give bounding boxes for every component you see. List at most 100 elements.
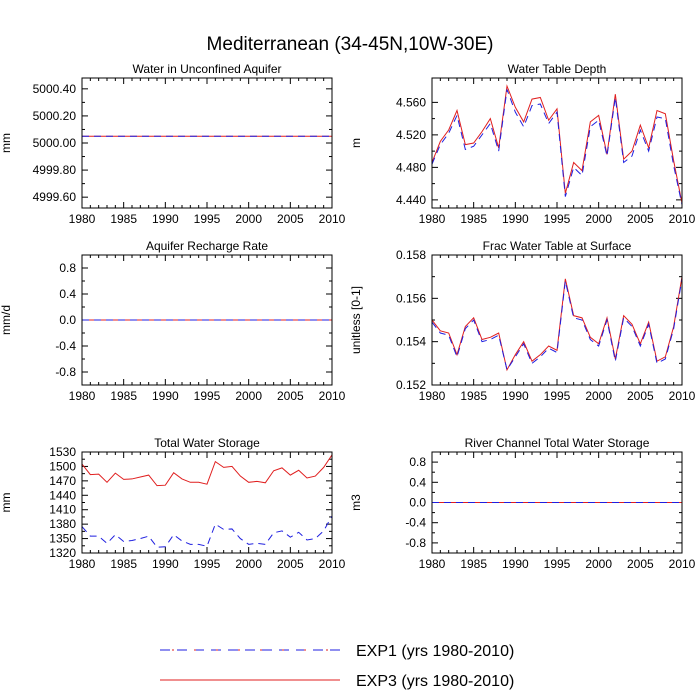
plot-frame: [431, 77, 683, 209]
x-tick-label: 1990: [152, 389, 179, 403]
y-tick-label: 0.0: [409, 496, 426, 510]
panel-title: Frac Water Table at Surface: [483, 239, 632, 253]
y-tick-label: 0.152: [396, 378, 426, 392]
legend-label-exp3: EXP3 (yrs 1980-2010): [356, 673, 514, 690]
y-tick-label: 4.480: [396, 160, 426, 174]
series-line-exp3: [82, 454, 332, 487]
x-tick-label: 2010: [669, 557, 696, 571]
panel-title: Total Water Storage: [154, 436, 260, 450]
x-tick-label: 1985: [460, 557, 487, 571]
x-tick-label: 2005: [627, 212, 654, 226]
x-tick-label: 1995: [194, 212, 221, 226]
y-axis-label: m3: [349, 494, 363, 511]
panel-title: Water Table Depth: [508, 62, 607, 76]
x-tick-label: 2010: [669, 212, 696, 226]
y-tick-label: 0.4: [409, 475, 426, 489]
y-tick-label: -0.8: [405, 536, 426, 550]
panels: Water in Unconfined Aquifer mm 1980 1985 199…: [0, 62, 696, 571]
x-tick-label: 2000: [235, 212, 262, 226]
y-tick-label: 0.8: [409, 455, 426, 469]
x-tick-label: 2010: [669, 389, 696, 403]
x-tick-label: 2010: [319, 389, 346, 403]
x-tick-label: 1990: [152, 557, 179, 571]
x-tick-label: 1980: [69, 212, 96, 226]
x-tick-label: 1980: [69, 389, 96, 403]
y-tick-label: 1440: [49, 488, 76, 502]
y-tick-label: 1410: [49, 503, 76, 517]
chart-panel-5: Total Water Storage mm 1980 1985 1990 1995 200…: [0, 436, 346, 571]
x-tick-label: 1990: [152, 212, 179, 226]
y-tick-label: 1380: [49, 517, 76, 531]
chart-panel-1: Water in Unconfined Aquifer mm 1980 1985 199…: [0, 62, 346, 226]
y-axis-label: mm/d: [0, 305, 13, 335]
y-tick-label: -0.4: [405, 516, 426, 530]
panel-title: Aquifer Recharge Rate: [146, 239, 268, 253]
x-tick-label: 1980: [419, 389, 446, 403]
x-tick-label: 1990: [502, 557, 529, 571]
x-tick-label: 1985: [460, 389, 487, 403]
x-tick-label: 1990: [502, 212, 529, 226]
y-tick-label: 1350: [49, 532, 76, 546]
x-tick-label: 1980: [69, 557, 96, 571]
y-tick-label: 4.440: [396, 193, 426, 207]
series-line-exp3: [432, 84, 682, 204]
y-tick-label: 4999.80: [33, 163, 77, 177]
plot-frame: [81, 254, 333, 386]
y-tick-label: 1500: [49, 459, 76, 473]
y-tick-label: 4999.60: [33, 190, 77, 204]
figure-title: Mediterranean (34-45N,10W-30E): [207, 34, 494, 55]
x-tick-label: 2005: [627, 557, 654, 571]
y-tick-label: 0.4: [59, 287, 76, 301]
plot-frame: [431, 254, 683, 386]
y-tick-label: 5000.00: [33, 136, 77, 150]
y-tick-label: 1530: [49, 445, 76, 459]
series-line-exp1: [432, 89, 682, 205]
y-tick-label: 0.154: [396, 335, 426, 349]
y-tick-label: 0.0: [59, 313, 76, 327]
y-tick-label: -0.8: [55, 365, 76, 379]
series-line-exp1: [82, 515, 332, 548]
x-tick-label: 1995: [194, 557, 221, 571]
y-axis-label: m: [349, 138, 363, 148]
y-tick-label: 0.158: [396, 248, 426, 262]
y-axis-label: mm: [0, 493, 13, 513]
x-tick-label: 2000: [585, 212, 612, 226]
x-tick-label: 2010: [319, 557, 346, 571]
panel-title: River Channel Total Water Storage: [465, 436, 650, 450]
y-tick-label: 1470: [49, 474, 76, 488]
x-tick-label: 2000: [585, 557, 612, 571]
x-tick-label: 1995: [194, 389, 221, 403]
x-tick-label: 1990: [502, 389, 529, 403]
legend: EXP1 (yrs 1980-2010) EXP3 (yrs 1980-2010…: [160, 643, 514, 690]
y-axis-label: unitless [0-1]: [349, 286, 363, 354]
plot-frame: [431, 451, 683, 554]
y-tick-label: 4.560: [396, 95, 426, 109]
chart-panel-3: Aquifer Recharge Rate mm/d 1980 1985 1990 199…: [0, 239, 346, 403]
x-tick-label: 2010: [319, 212, 346, 226]
y-tick-label: 0.156: [396, 291, 426, 305]
plot-frame: [81, 451, 333, 554]
x-tick-label: 1985: [110, 557, 137, 571]
y-axis-label: mm: [0, 133, 13, 153]
chart-panel-4: Frac Water Table at Surface unitless [0-1…: [349, 239, 696, 403]
x-tick-label: 1985: [110, 212, 137, 226]
x-tick-label: 2000: [585, 389, 612, 403]
x-tick-label: 1995: [544, 389, 571, 403]
x-tick-label: 2000: [235, 389, 262, 403]
series-line-exp3: [432, 276, 682, 372]
x-tick-label: 2005: [277, 212, 304, 226]
x-tick-label: 2000: [235, 557, 262, 571]
x-tick-label: 1995: [544, 212, 571, 226]
y-tick-label: -0.4: [55, 339, 76, 353]
y-tick-label: 5000.20: [33, 109, 77, 123]
x-tick-label: 1985: [110, 389, 137, 403]
x-tick-label: 1995: [544, 557, 571, 571]
x-tick-label: 2005: [277, 389, 304, 403]
x-tick-label: 2005: [627, 389, 654, 403]
chart-panel-6: River Channel Total Water Storage m3 1980 1…: [349, 436, 696, 571]
legend-label-exp1: EXP1 (yrs 1980-2010): [356, 643, 514, 660]
panel-title: Water in Unconfined Aquifer: [133, 62, 282, 76]
series-line-exp1: [432, 278, 682, 372]
x-tick-label: 1980: [419, 212, 446, 226]
